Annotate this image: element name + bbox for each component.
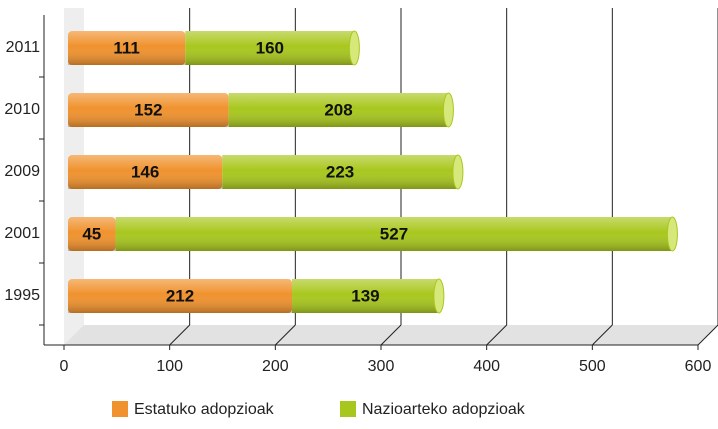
x-tick-label: 200 [262,358,289,375]
value-label: 146 [131,162,159,181]
y-tick-label: 1995 [4,287,40,304]
bar-shade [68,279,293,313]
bar-shade [222,155,458,189]
value-label: 223 [326,162,354,181]
y-tick-label: 2010 [4,101,40,118]
bar-shade [68,217,116,251]
legend-label: Nazioarteko adopzioak [362,401,526,418]
x-tick-label: 500 [579,358,606,375]
grid-line [274,324,296,346]
legend-swatch [340,401,356,417]
y-tick-label: 2001 [4,225,40,242]
value-label: 527 [380,224,408,243]
bar-shade [292,279,439,313]
bar-cap [452,154,464,190]
grid-line [591,324,613,346]
bar-shade [115,217,673,251]
value-label: 212 [166,286,194,305]
value-label: 152 [134,100,162,119]
y-tick-label: 2011 [6,39,41,56]
x-tick-label: 600 [685,358,712,375]
x-tick-label: 400 [473,358,500,375]
bar-shade [68,31,186,65]
bar-cap [442,92,454,128]
bar-cap [666,216,678,252]
legend-label: Estatuko adopzioak [134,401,275,418]
bar-shade [228,93,449,127]
value-label: 208 [324,100,352,119]
y-tick-label: 2009 [4,163,40,180]
grid-line [169,324,191,346]
bar-shade [185,31,355,65]
grid-line [380,324,402,346]
bar-shade [68,155,223,189]
value-label: 139 [351,286,379,305]
value-label: 111 [113,38,140,57]
bar-cap [433,278,445,314]
bar-shade [68,93,229,127]
value-label: 45 [82,224,101,243]
legend-swatch [112,401,128,417]
bar-cap [348,30,360,66]
grid-line [697,324,718,346]
x-tick-label: 100 [156,358,183,375]
value-label: 160 [256,38,284,57]
grid-line [486,324,508,346]
x-tick-label: 300 [368,358,395,375]
x-tick-label: 0 [60,358,69,375]
